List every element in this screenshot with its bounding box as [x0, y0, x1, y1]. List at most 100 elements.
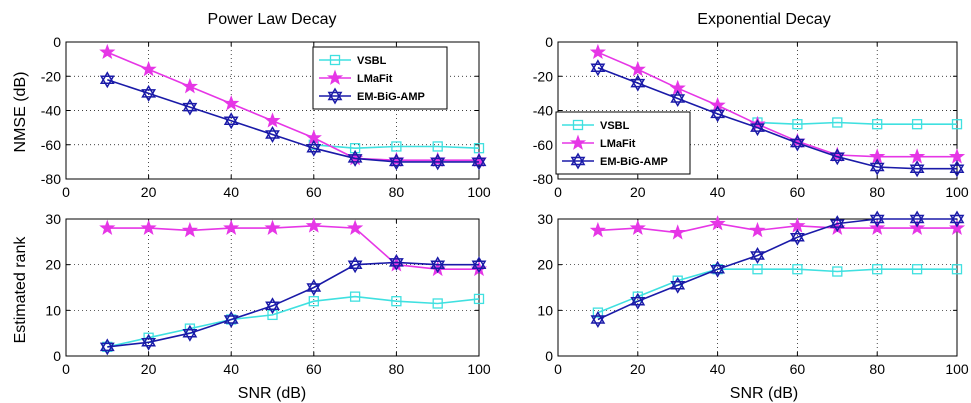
y-tick-label: 20 [45, 257, 61, 273]
y-tick-label: 0 [53, 348, 61, 364]
axes-frame [557, 218, 958, 357]
legend: VSBL LMaFit EM-BiG-AMP [555, 111, 691, 175]
series-line-em-big-amp [107, 78, 479, 163]
panel-title: Power Law Decay [208, 11, 337, 28]
panel-title: Exponential Decay [697, 11, 830, 28]
data-point-vsbl [752, 264, 763, 275]
data-point-lmafit [709, 215, 726, 231]
series-line-em-big-amp [597, 218, 957, 321]
data-point-lmafit [223, 95, 240, 111]
data-point-em-big-amp [909, 160, 925, 178]
data-point-lmafit [223, 219, 240, 235]
data-point-em-big-amp [306, 139, 322, 157]
x-tick-label: 40 [710, 184, 726, 200]
data-point-vsbl [792, 119, 803, 130]
data-point-vsbl [432, 298, 443, 309]
x-tick-label: 20 [141, 361, 157, 377]
y-tick-label: 10 [45, 302, 61, 318]
data-point-em-big-amp [182, 324, 198, 342]
legend-marker-em-big-amp [570, 152, 586, 170]
data-point-em-big-amp [750, 119, 765, 137]
x-tick-label: 80 [389, 184, 405, 200]
data-point-em-big-amp [829, 148, 845, 166]
x-tick-label: 60 [306, 184, 322, 200]
y-tick-label: 0 [545, 348, 553, 364]
y-tick-label: -20 [533, 68, 553, 84]
legend-label-lmafit: LMaFit [600, 138, 636, 150]
data-point-em-big-amp [306, 279, 322, 296]
data-point-lmafit [789, 217, 806, 233]
legend-marker-lmafit [326, 69, 344, 85]
data-point-em-big-amp [869, 210, 885, 228]
x-tick-label: 60 [306, 361, 322, 377]
plot-background [558, 219, 957, 356]
data-point-em-big-amp [347, 149, 363, 167]
data-point-em-big-amp [471, 153, 487, 171]
data-point-em-big-amp [388, 153, 404, 171]
x-tick-label: 100 [467, 184, 491, 200]
data-point-em-big-amp [99, 338, 115, 356]
data-point-lmafit [181, 221, 198, 238]
y-axis-label: Estimated rank [12, 236, 29, 344]
data-point-em-big-amp [909, 210, 925, 228]
series-line-vsbl [757, 121, 957, 126]
data-point-em-big-amp [789, 228, 805, 246]
x-tick-label: 80 [869, 184, 885, 200]
data-point-em-big-amp [141, 333, 157, 351]
x-tick-label: 40 [223, 361, 239, 377]
data-point-lmafit [909, 148, 926, 164]
data-point-vsbl [308, 296, 319, 307]
data-point-em-big-amp [869, 158, 885, 176]
y-tick-label: 30 [45, 211, 61, 227]
data-point-em-big-amp [141, 84, 157, 102]
data-point-lmafit [347, 219, 364, 235]
x-tick-label: 80 [869, 361, 885, 377]
data-point-em-big-amp [710, 260, 726, 278]
data-point-em-big-amp [949, 160, 965, 178]
data-point-lmafit [264, 112, 281, 128]
x-tick-label: 40 [223, 184, 239, 200]
data-point-em-big-amp [265, 297, 280, 315]
data-point-lmafit [749, 221, 766, 238]
legend-label-vsbl: VSBL [357, 55, 387, 67]
y-axis-label: NMSE (dB) [12, 72, 29, 153]
x-tick-label: 20 [141, 184, 157, 200]
x-tick-label: 100 [467, 361, 491, 377]
plot-area: 0 20 40 60 80 100 0 10 20 30 [537, 210, 969, 377]
plot-area: 0 20 40 60 80 100 0 10 20 30 [45, 211, 490, 377]
legend-label-em-big-amp: EM-BiG-AMP [600, 156, 668, 168]
panel-exponential-rank: SNR (dB) 0 20 40 60 80 100 0 10 20 30 [537, 210, 969, 402]
series-line-vsbl [107, 295, 480, 348]
y-tick-label: -60 [41, 137, 61, 153]
y-tick-label: 10 [537, 302, 553, 318]
data-point-vsbl [911, 119, 923, 130]
x-tick-label: 40 [710, 361, 726, 377]
x-tick-label: 0 [554, 184, 562, 200]
series-line-em-big-amp [597, 66, 957, 170]
data-point-em-big-amp [630, 292, 646, 310]
data-point-vsbl [391, 296, 402, 307]
series-line-vsbl [597, 268, 957, 314]
x-axis-label: SNR (dB) [730, 385, 798, 402]
data-point-lmafit [629, 219, 646, 235]
data-point-vsbl [911, 264, 923, 275]
x-tick-label: 0 [554, 361, 562, 377]
data-point-lmafit [589, 221, 606, 238]
axes-frame [65, 218, 480, 357]
data-point-vsbl [832, 117, 843, 128]
legend-label-em-big-amp: EM-BiG-AMP [357, 91, 425, 103]
y-tick-label: 30 [537, 211, 553, 227]
data-point-em-big-amp [789, 134, 805, 152]
x-tick-label: 100 [945, 361, 969, 377]
data-point-lmafit [140, 60, 157, 77]
y-tick-label: 20 [537, 257, 553, 273]
data-point-lmafit [99, 219, 116, 235]
data-point-lmafit [589, 43, 606, 60]
data-point-vsbl [473, 293, 485, 305]
data-point-em-big-amp [590, 311, 606, 328]
series-line-em-big-amp [107, 261, 479, 348]
data-point-vsbl [432, 141, 443, 152]
data-point-lmafit [181, 78, 198, 94]
x-axis-label: SNR (dB) [238, 385, 306, 402]
